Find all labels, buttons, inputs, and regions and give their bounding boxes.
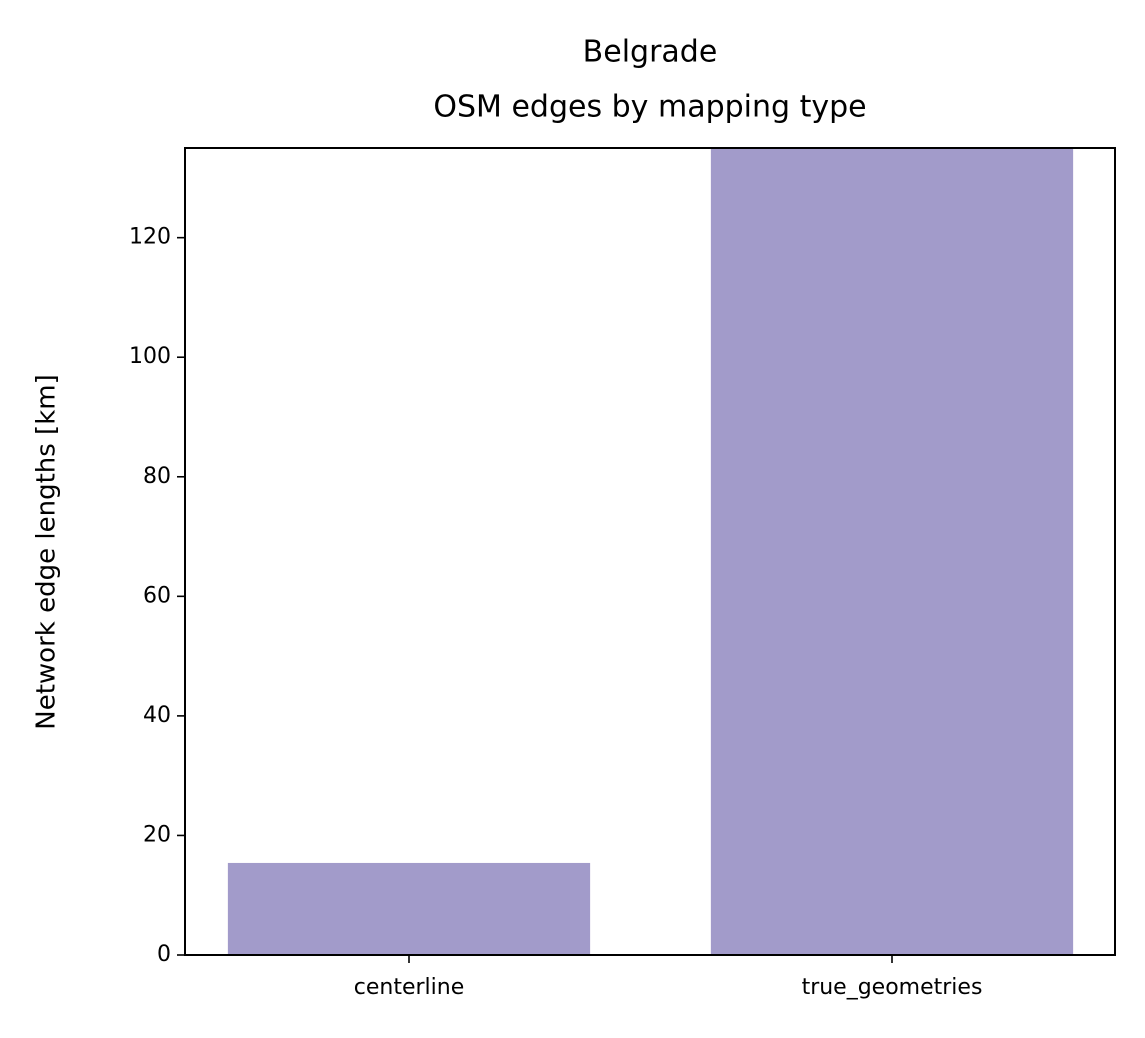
chart-subtitle: OSM edges by mapping type xyxy=(433,90,866,125)
bar xyxy=(710,148,1074,955)
x-tick-label: centerline xyxy=(354,975,464,1000)
y-tick-label: 0 xyxy=(157,942,171,967)
x-tick-label: true_geometries xyxy=(802,975,983,1000)
plot-area xyxy=(227,148,1074,955)
y-tick-label: 100 xyxy=(129,344,171,369)
y-tick-label: 60 xyxy=(143,583,171,608)
y-tick-label: 40 xyxy=(143,703,171,728)
y-tick-label: 80 xyxy=(143,464,171,489)
y-tick-label: 120 xyxy=(129,225,171,250)
y-axis-label: Network edge lengths [km] xyxy=(32,374,62,729)
bar xyxy=(227,862,591,955)
chart-title: Belgrade xyxy=(583,35,718,70)
y-tick-label: 20 xyxy=(143,822,171,847)
axes-frame xyxy=(184,147,1116,956)
